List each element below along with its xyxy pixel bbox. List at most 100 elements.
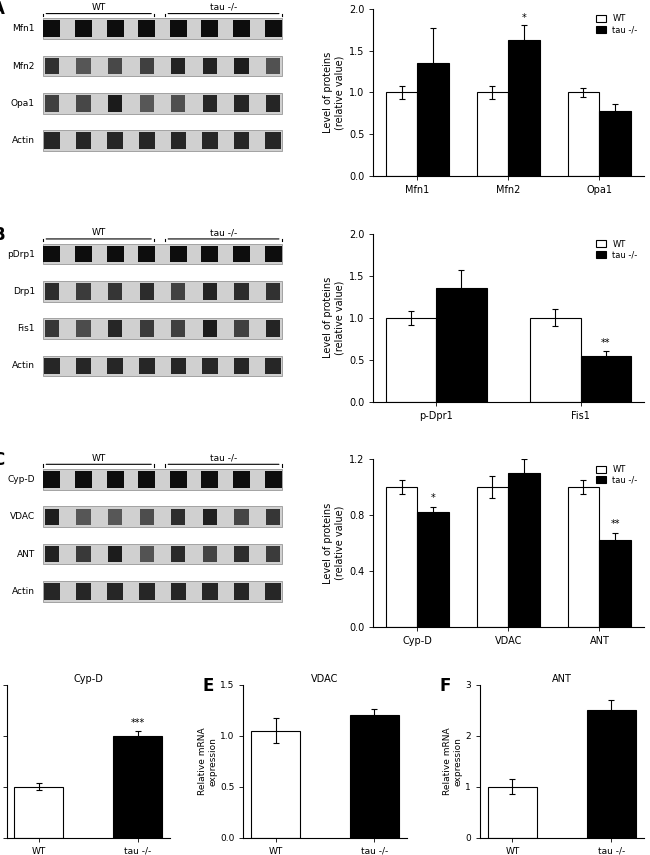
Text: ANT: ANT <box>17 550 35 558</box>
Text: Opa1: Opa1 <box>11 99 35 108</box>
FancyBboxPatch shape <box>202 583 218 599</box>
FancyBboxPatch shape <box>44 356 281 376</box>
FancyBboxPatch shape <box>171 321 185 337</box>
FancyBboxPatch shape <box>265 357 281 374</box>
FancyBboxPatch shape <box>202 471 218 487</box>
FancyBboxPatch shape <box>75 133 91 149</box>
Title: ANT: ANT <box>552 674 572 684</box>
Bar <box>476 487 508 627</box>
Bar <box>436 288 487 402</box>
FancyBboxPatch shape <box>234 133 250 149</box>
FancyBboxPatch shape <box>44 56 281 76</box>
Bar <box>508 40 540 176</box>
FancyBboxPatch shape <box>44 130 281 150</box>
FancyBboxPatch shape <box>75 357 91 374</box>
Bar <box>586 711 636 838</box>
FancyBboxPatch shape <box>140 509 154 525</box>
Bar <box>14 787 64 838</box>
FancyBboxPatch shape <box>44 281 281 302</box>
FancyBboxPatch shape <box>202 357 218 374</box>
FancyBboxPatch shape <box>44 318 281 339</box>
FancyBboxPatch shape <box>140 283 154 299</box>
FancyBboxPatch shape <box>203 509 217 525</box>
FancyBboxPatch shape <box>234 357 250 374</box>
Text: **: ** <box>610 519 620 529</box>
FancyBboxPatch shape <box>171 545 185 563</box>
Bar <box>567 92 599 176</box>
FancyBboxPatch shape <box>108 509 122 525</box>
Text: *: * <box>522 13 526 23</box>
FancyBboxPatch shape <box>203 58 217 74</box>
FancyBboxPatch shape <box>170 246 187 262</box>
FancyBboxPatch shape <box>203 321 217 337</box>
Text: A: A <box>0 0 5 18</box>
FancyBboxPatch shape <box>138 246 155 262</box>
Text: Actin: Actin <box>12 362 35 370</box>
FancyBboxPatch shape <box>45 95 59 111</box>
Text: **: ** <box>601 338 611 348</box>
FancyBboxPatch shape <box>139 357 155 374</box>
Bar <box>530 318 580 402</box>
FancyBboxPatch shape <box>265 471 281 487</box>
FancyBboxPatch shape <box>235 321 249 337</box>
Bar <box>599 540 631 627</box>
FancyBboxPatch shape <box>170 471 187 487</box>
Bar <box>476 92 508 176</box>
FancyBboxPatch shape <box>233 246 250 262</box>
Text: ***: *** <box>131 718 145 728</box>
Bar <box>385 318 436 402</box>
FancyBboxPatch shape <box>266 95 280 111</box>
FancyBboxPatch shape <box>140 545 154 563</box>
FancyBboxPatch shape <box>45 58 59 74</box>
Y-axis label: Level of proteins
(relative value): Level of proteins (relative value) <box>323 52 345 133</box>
FancyBboxPatch shape <box>107 583 123 599</box>
FancyBboxPatch shape <box>77 95 90 111</box>
Title: Cyp-D: Cyp-D <box>73 674 103 684</box>
FancyBboxPatch shape <box>140 58 154 74</box>
FancyBboxPatch shape <box>107 471 124 487</box>
FancyBboxPatch shape <box>44 246 60 262</box>
FancyBboxPatch shape <box>235 58 249 74</box>
Bar <box>567 487 599 627</box>
FancyBboxPatch shape <box>44 506 281 527</box>
FancyBboxPatch shape <box>77 58 90 74</box>
FancyBboxPatch shape <box>44 133 60 149</box>
Bar <box>251 731 300 838</box>
Y-axis label: Relative mRNA
expression: Relative mRNA expression <box>443 728 463 795</box>
FancyBboxPatch shape <box>44 471 60 487</box>
FancyBboxPatch shape <box>266 283 280 299</box>
FancyBboxPatch shape <box>45 509 59 525</box>
FancyBboxPatch shape <box>265 21 281 37</box>
Bar <box>417 63 449 176</box>
Y-axis label: Level of proteins
(relative value): Level of proteins (relative value) <box>323 503 345 584</box>
Text: Actin: Actin <box>12 587 35 596</box>
FancyBboxPatch shape <box>202 133 218 149</box>
Text: Drp1: Drp1 <box>13 287 35 296</box>
FancyBboxPatch shape <box>45 321 59 337</box>
FancyBboxPatch shape <box>140 95 154 111</box>
FancyBboxPatch shape <box>77 509 90 525</box>
Text: E: E <box>203 677 214 695</box>
FancyBboxPatch shape <box>266 545 280 563</box>
FancyBboxPatch shape <box>45 545 59 563</box>
FancyBboxPatch shape <box>44 21 60 37</box>
Bar <box>113 735 162 838</box>
FancyBboxPatch shape <box>171 509 185 525</box>
Y-axis label: Relative mRNA
expression: Relative mRNA expression <box>198 728 217 795</box>
FancyBboxPatch shape <box>203 95 217 111</box>
FancyBboxPatch shape <box>235 283 249 299</box>
Bar <box>599 111 631 176</box>
FancyBboxPatch shape <box>138 21 155 37</box>
Text: tau -/-: tau -/- <box>210 454 237 463</box>
FancyBboxPatch shape <box>75 21 92 37</box>
Bar <box>385 92 417 176</box>
FancyBboxPatch shape <box>138 471 155 487</box>
FancyBboxPatch shape <box>44 581 281 602</box>
Text: Cyp-D: Cyp-D <box>7 475 35 484</box>
Bar <box>350 716 399 838</box>
FancyBboxPatch shape <box>265 133 281 149</box>
Y-axis label: Level of proteins
(relative value): Level of proteins (relative value) <box>323 277 345 358</box>
FancyBboxPatch shape <box>77 283 90 299</box>
Text: tau -/-: tau -/- <box>210 228 237 238</box>
FancyBboxPatch shape <box>202 21 218 37</box>
